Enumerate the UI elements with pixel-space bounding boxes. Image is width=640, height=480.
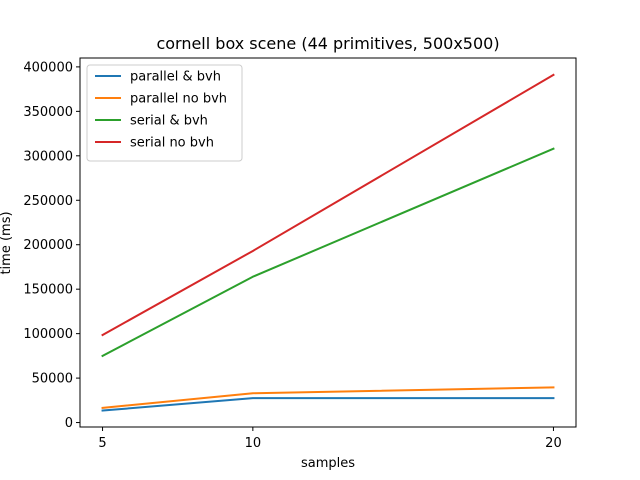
x-tick-label-1: 10 bbox=[245, 436, 262, 451]
series-line-3 bbox=[101, 73, 555, 337]
chart-title: cornell box scene (44 primitives, 500x50… bbox=[156, 34, 499, 53]
y-tick-label-2: 100000 bbox=[23, 327, 73, 342]
series-line-0 bbox=[101, 397, 555, 412]
legend: parallel & bvh parallel no bvh serial & bv… bbox=[86, 64, 243, 162]
y-tick-label-8: 400000 bbox=[23, 60, 73, 75]
legend-label-0: parallel & bvh bbox=[130, 70, 221, 85]
plot-area: 5 10 20 0 50000 100000 150000 200000 250000 30000… bbox=[23, 57, 577, 451]
x-tick-label-2: 20 bbox=[545, 436, 562, 451]
series-line-2 bbox=[101, 147, 555, 358]
y-tick-label-5: 250000 bbox=[23, 194, 73, 209]
y-tick-label-7: 350000 bbox=[23, 105, 73, 120]
y-tick-label-6: 300000 bbox=[23, 149, 73, 164]
y-tick-label-1: 50000 bbox=[32, 372, 73, 387]
y-tick-label-3: 150000 bbox=[23, 283, 73, 298]
y-axis-label: time (ms) bbox=[0, 211, 14, 274]
legend-box bbox=[86, 64, 243, 162]
x-axis-label: samples bbox=[301, 456, 355, 471]
legend-label-2: serial & bvh bbox=[130, 114, 208, 129]
legend-label-1: parallel no bvh bbox=[130, 92, 227, 107]
y-tick-label-4: 200000 bbox=[23, 238, 73, 253]
legend-label-3: serial no bvh bbox=[130, 136, 214, 151]
series-line-1 bbox=[101, 386, 555, 409]
x-tick-label-0: 5 bbox=[98, 436, 106, 451]
axes-frame bbox=[79, 57, 577, 428]
y-tick-label-0: 0 bbox=[65, 416, 73, 431]
